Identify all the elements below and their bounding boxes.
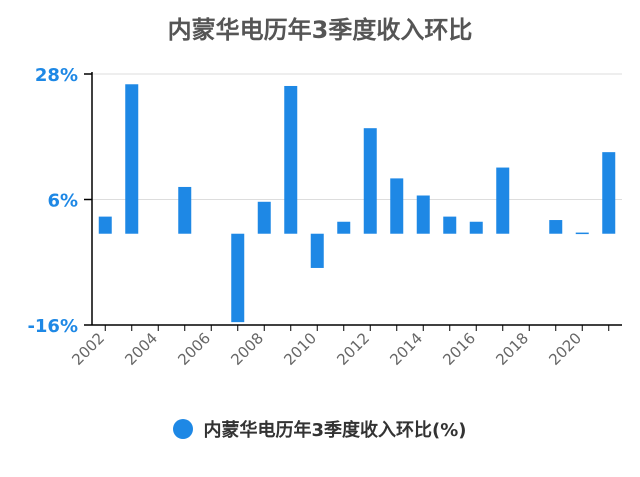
y-tick-label: 6%	[47, 191, 78, 212]
bar	[469, 221, 483, 234]
bar	[310, 233, 324, 268]
legend-swatch	[173, 419, 194, 439]
chart-title: 内蒙华电历年3季度收入环比	[167, 16, 473, 44]
bar	[337, 221, 351, 234]
bar	[257, 201, 271, 234]
bar	[284, 85, 298, 234]
x-tick-label: 2018	[492, 329, 532, 369]
x-tick-label: 2012	[333, 329, 373, 369]
x-tick-label: 2016	[439, 329, 479, 369]
bar	[231, 233, 245, 323]
x-tick-label: 2014	[386, 329, 426, 369]
bar	[549, 220, 563, 234]
x-tick-label: 2020	[545, 329, 585, 369]
bar	[602, 152, 616, 234]
bar	[178, 186, 192, 234]
bar	[363, 128, 377, 234]
bar	[575, 232, 589, 235]
bar	[416, 195, 430, 234]
bar	[443, 216, 457, 234]
x-tick-label: 2006	[174, 329, 214, 369]
y-tick-label: -16%	[27, 316, 78, 337]
legend: 内蒙华电历年3季度收入环比(%)	[0, 416, 640, 444]
y-tick-label: 28%	[35, 65, 78, 86]
x-tick-label: 2008	[227, 329, 267, 369]
bar	[390, 178, 404, 234]
bar	[496, 167, 510, 234]
legend-label: 内蒙华电历年3季度收入环比(%)	[203, 420, 467, 441]
bar	[98, 216, 112, 234]
x-tick-label: 2010	[280, 329, 320, 369]
bar	[125, 84, 139, 234]
x-tick-label: 2004	[121, 329, 161, 369]
